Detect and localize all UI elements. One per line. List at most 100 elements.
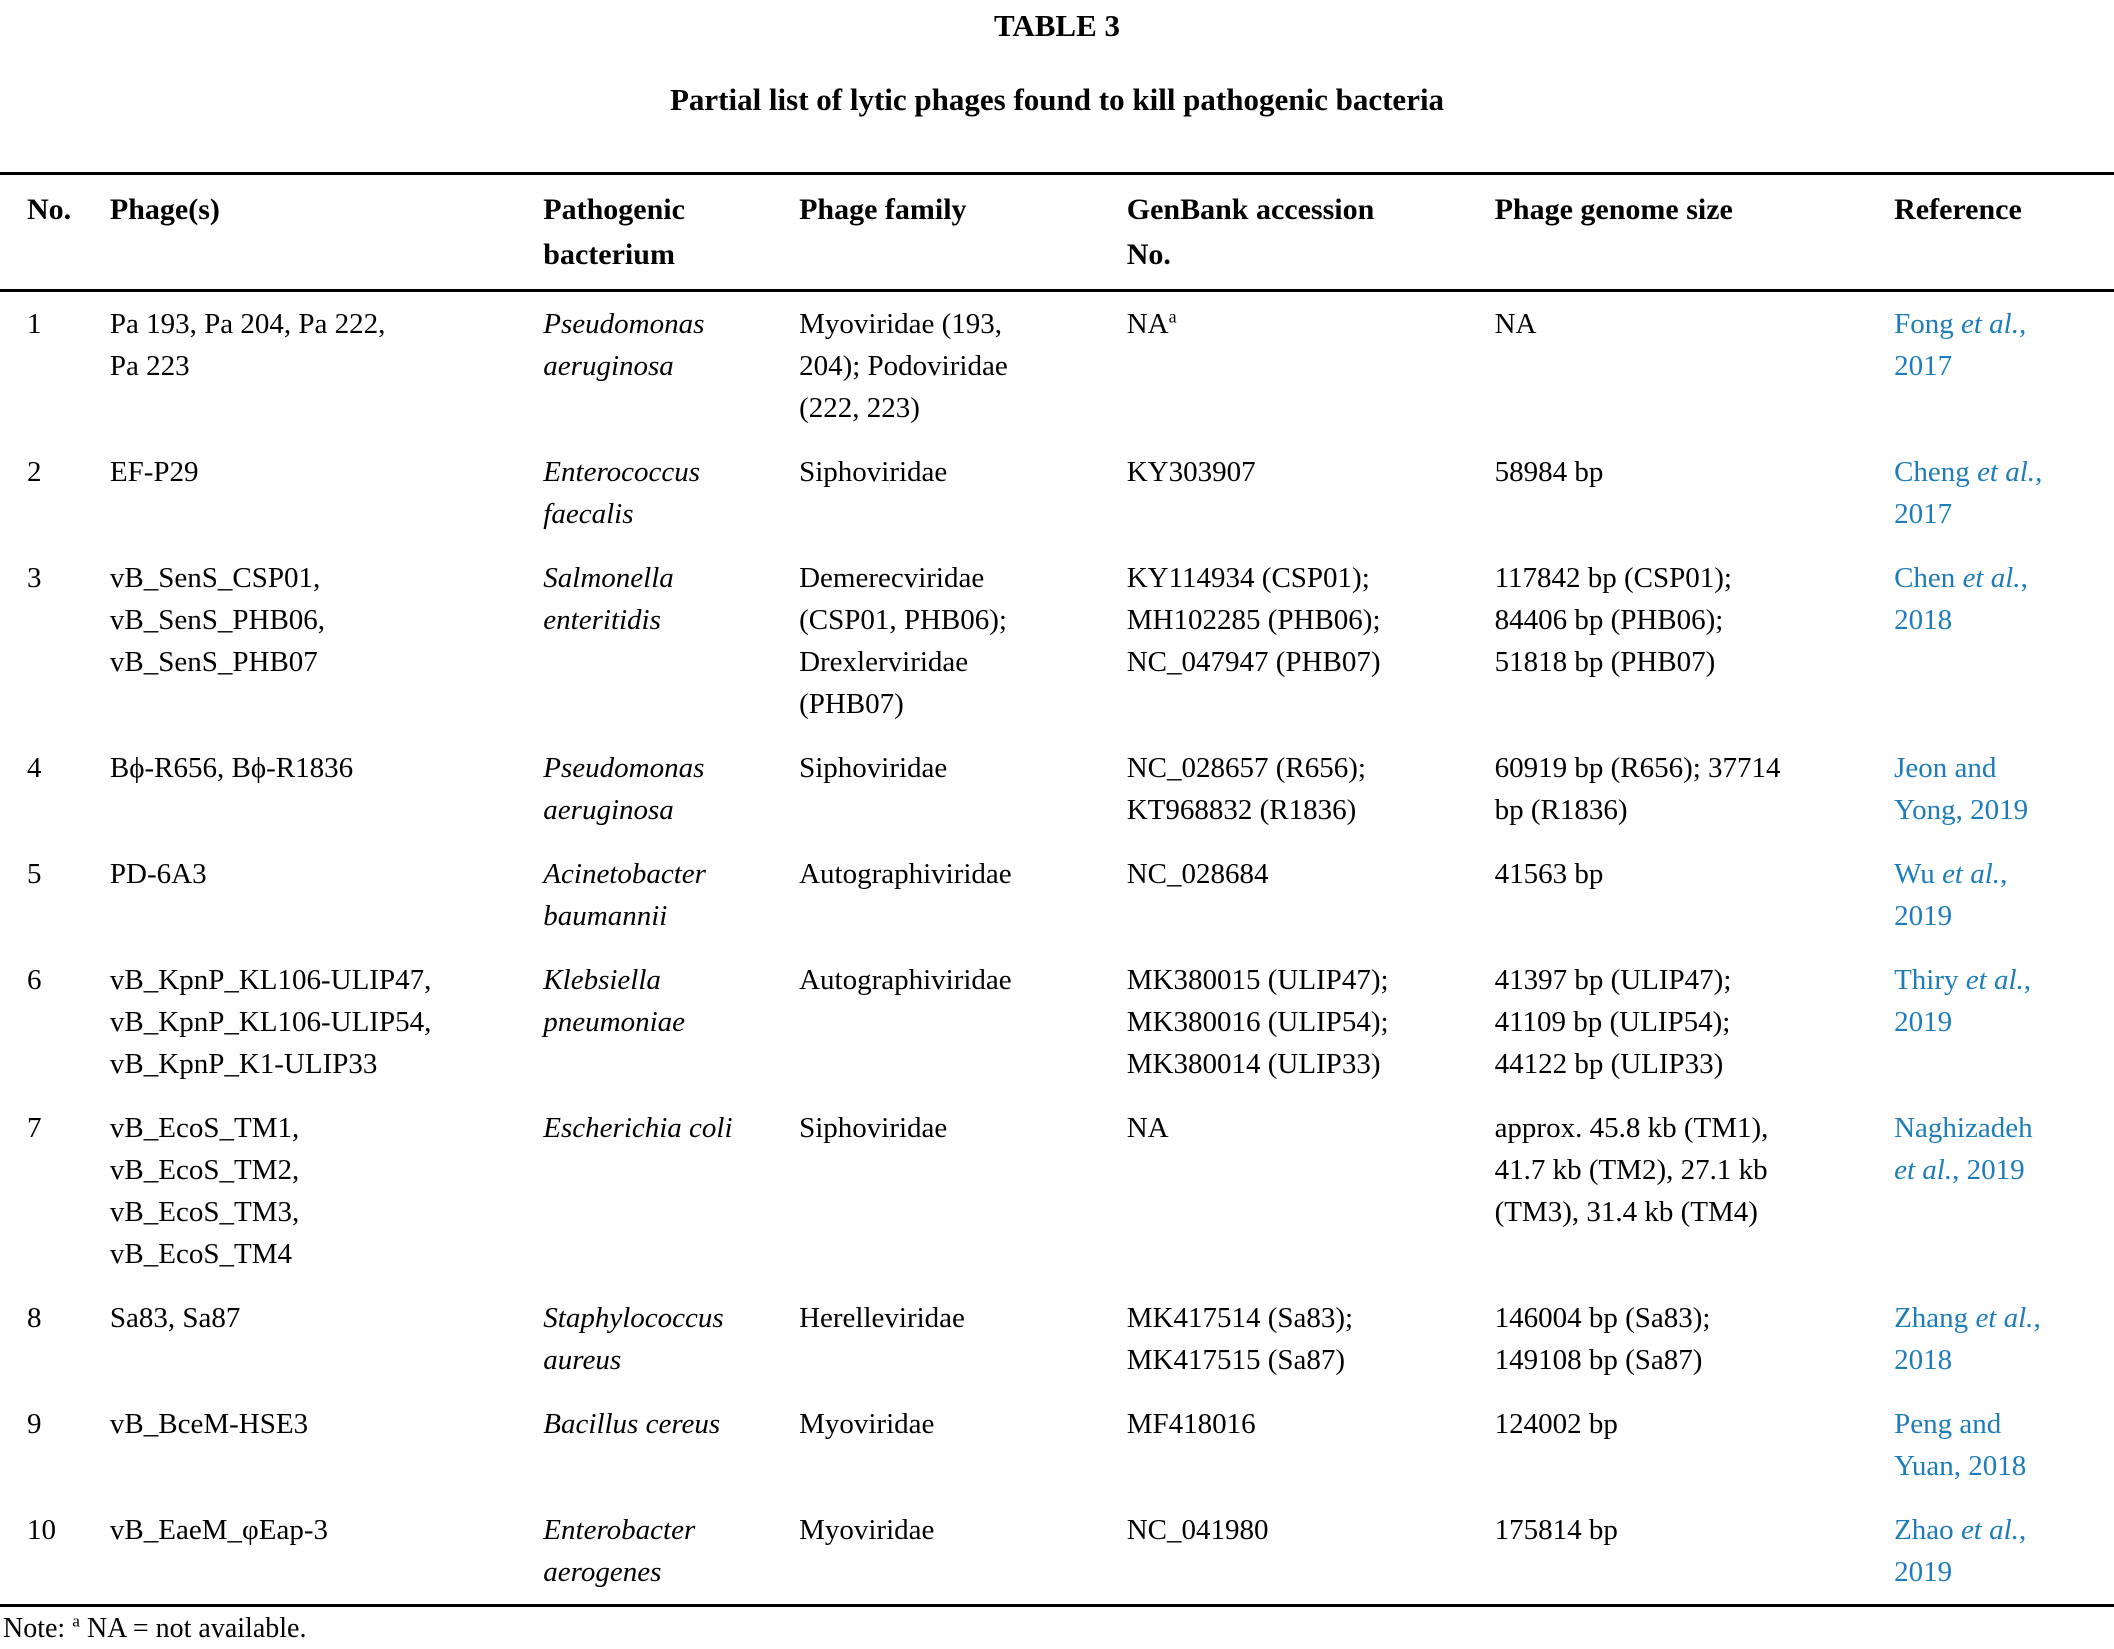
note-prefix: Note:	[3, 1613, 73, 1644]
table-note: Note: a NA = not available.	[0, 1609, 2114, 1649]
cell-reference: Thiry et al., 2019	[1894, 948, 2114, 1096]
cell-row-number: 2	[27, 456, 42, 488]
reference-text: Fong	[1894, 308, 1961, 340]
table-row: 8 Sa83, Sa87 Staphylococcus aureus Herel…	[0, 1286, 2114, 1392]
cell-row-number: 10	[0, 1498, 110, 1607]
table-header: No. Phage(s) Pathogenic bacterium Phage …	[0, 172, 2114, 292]
cell-reference: Zhao et al., 2019	[1894, 1498, 2114, 1607]
cell-genbank-accession: MK417514 (Sa83); MK417515 (Sa87)	[1127, 1286, 1495, 1392]
cell-genome-size: 175814 bp	[1494, 1498, 1895, 1607]
cell-genbank-accession: MF418016	[1127, 1392, 1495, 1498]
cell-genbank-accession: NC_028684	[1127, 842, 1495, 948]
table-row: 2 EF-P29 Enterococcus faecalis Siphoviri…	[0, 440, 2114, 546]
reference-link[interactable]: Fong et al., 2017	[1894, 308, 2026, 382]
cell-genbank-accession: NC_028657 (R656); KT968832 (R1836)	[1127, 736, 1495, 842]
reference-link[interactable]: Zhang et al., 2018	[1894, 1302, 2041, 1376]
table-row: 4 Bϕ-R656, Bϕ-R1836 Pseudomonas aerugino…	[0, 736, 2114, 842]
cell-reference: Naghizadeh et al., 2019	[1894, 1096, 2114, 1286]
cell-row-number: 4	[27, 752, 42, 784]
cell-reference: Chen et al., 2018	[1894, 546, 2114, 736]
reference-link[interactable]: Jeon and Yong, 2019	[1894, 752, 2028, 826]
genbank-value: KY303907	[1126, 456, 1256, 488]
cell-row-number: 9	[27, 1408, 42, 1440]
reference-link[interactable]: Zhao et al., 2019	[1894, 1514, 2026, 1588]
reference-link[interactable]: Wu et al., 2019	[1894, 858, 2007, 932]
table-row: 6 vB_KpnP_KL106-ULIP47, vB_KpnP_KL106-UL…	[0, 948, 2114, 1096]
cell-genbank-accession: NA	[1127, 1096, 1495, 1286]
genbank-value: KY114934 (CSP01); MH102285 (PHB06); NC_0…	[1126, 562, 1381, 678]
phage-table: No. Phage(s) Pathogenic bacterium Phage …	[0, 172, 2114, 1607]
reference-text: Chen	[1894, 562, 1963, 594]
reference-etal: et al.	[1962, 562, 2021, 594]
reference-link[interactable]: Naghizadeh et al., 2019	[1894, 1112, 2033, 1186]
column-header-phages: Phage(s)	[109, 172, 544, 292]
reference-text: Thiry	[1894, 964, 1966, 996]
cell-phage-family: Demerecviridae (CSP01, PHB06); Drexlervi…	[799, 562, 1007, 720]
reference-etal: et al.	[1975, 1302, 2034, 1334]
cell-genome-size: 41397 bp (ULIP47); 41109 bp (ULIP54); 44…	[1494, 964, 1732, 1080]
table-row: 10 vB_EaeM_φEap-3 Enterobacter aerogenes…	[0, 1498, 2114, 1607]
reference-etal: et al.	[1977, 456, 2036, 488]
cell-genome-size: 124002 bp	[1494, 1408, 1618, 1440]
reference-text: Cheng	[1894, 456, 1978, 488]
cell-pathogenic-bacterium: Staphylococcus aureus	[543, 1302, 724, 1376]
cell-phages: Bϕ-R656, Bϕ-R1836	[109, 752, 354, 784]
cell-row-number: 7	[27, 1112, 42, 1144]
reference-link[interactable]: Peng and Yuan, 2018	[1894, 1408, 2026, 1482]
cell-phages: PD-6A3	[109, 858, 207, 890]
cell-reference: Fong et al., 2017	[1894, 291, 2114, 441]
footnote-marker: a	[1168, 306, 1177, 327]
table-row: 1 Pa 193, Pa 204, Pa 222, Pa 223 Pseudom…	[0, 291, 2114, 441]
reference-link[interactable]: Cheng et al., 2017	[1894, 456, 2042, 530]
cell-genome-size: NA	[1494, 308, 1537, 340]
reference-link[interactable]: Thiry et al., 2019	[1894, 964, 2031, 1038]
cell-reference: Jeon and Yong, 2019	[1894, 736, 2114, 842]
reference-text: Peng and Yuan, 2018	[1894, 1408, 2027, 1482]
reference-year: , 2018	[1894, 1302, 2041, 1376]
cell-pathogenic-bacterium: Klebsiella pneumoniae	[543, 964, 686, 1038]
column-header-reference: Reference	[1894, 172, 2114, 292]
cell-pathogenic-bacterium: Pseudomonas aeruginosa	[543, 308, 705, 382]
reference-etal: et al.	[1942, 858, 2001, 890]
cell-phage-family: Myoviridae	[799, 1498, 1127, 1607]
cell-reference: Cheng et al., 2017	[1894, 440, 2114, 546]
cell-pathogenic-bacterium: Enterobacter aerogenes	[543, 1498, 800, 1607]
cell-row-number: 1	[27, 308, 42, 340]
note-footnote-marker: a	[72, 1611, 80, 1631]
cell-genbank-accession: MK380015 (ULIP47); MK380016 (ULIP54); MK…	[1127, 948, 1495, 1096]
cell-phage-family: Autographiviridae	[799, 964, 1012, 996]
cell-pathogenic-bacterium: Salmonella enteritidis	[543, 562, 674, 636]
cell-row-number: 5	[27, 858, 42, 890]
reference-text: Wu	[1894, 858, 1943, 890]
table-caption: Partial list of lytic phages found to ki…	[669, 82, 1445, 117]
cell-phages: vB_SenS_CSP01, vB_SenS_PHB06, vB_SenS_PH…	[109, 562, 326, 678]
reference-text: Zhang	[1894, 1302, 1976, 1334]
reference-link[interactable]: Chen et al., 2018	[1894, 562, 2028, 636]
column-header-genome-size: Phage genome size	[1494, 172, 1895, 292]
cell-reference: Peng and Yuan, 2018	[1894, 1392, 2114, 1498]
reference-etal: et al.	[1894, 1154, 1953, 1186]
cell-phage-family: Myoviridae	[799, 1408, 935, 1440]
cell-phages: vB_KpnP_KL106-ULIP47, vB_KpnP_KL106-ULIP…	[109, 964, 432, 1080]
cell-genbank-accession: KY114934 (CSP01); MH102285 (PHB06); NC_0…	[1127, 546, 1495, 736]
cell-phage-family: Siphoviridae	[799, 752, 948, 784]
table-row: 3 vB_SenS_CSP01, vB_SenS_PHB06, vB_SenS_…	[0, 546, 2114, 736]
cell-genome-size: approx. 45.8 kb (TM1), 41.7 kb (TM2), 27…	[1494, 1112, 1769, 1228]
reference-etal: et al.	[1960, 1514, 2019, 1546]
column-header-no: No.	[0, 172, 110, 292]
cell-pathogenic-bacterium: Bacillus cereus	[543, 1408, 721, 1440]
table-row: 7 vB_EcoS_TM1, vB_EcoS_TM2, vB_EcoS_TM3,…	[0, 1096, 2114, 1286]
reference-year: , 2017	[1894, 308, 2027, 382]
cell-phage-family: Myoviridae (193, 204); Podoviridae (222,…	[799, 308, 1008, 424]
cell-phage-family: Siphoviridae	[799, 1112, 948, 1144]
cell-row-number: 6	[27, 964, 42, 996]
reference-year: , 2019	[1894, 858, 2008, 932]
reference-etal: et al.	[1965, 964, 2024, 996]
header-row: No. Phage(s) Pathogenic bacterium Phage …	[0, 172, 2114, 292]
cell-genbank-accession: NC_041980	[1126, 1498, 1495, 1607]
cell-phages: vB_EcoS_TM1, vB_EcoS_TM2, vB_EcoS_TM3, v…	[109, 1112, 300, 1270]
reference-text: Jeon and Yong, 2019	[1894, 752, 2029, 826]
genbank-value: NC_028657 (R656); KT968832 (R1836)	[1126, 752, 1366, 826]
table-body: 1 Pa 193, Pa 204, Pa 222, Pa 223 Pseudom…	[0, 291, 2114, 1607]
column-header-phage-family: Phage family	[799, 172, 1127, 292]
